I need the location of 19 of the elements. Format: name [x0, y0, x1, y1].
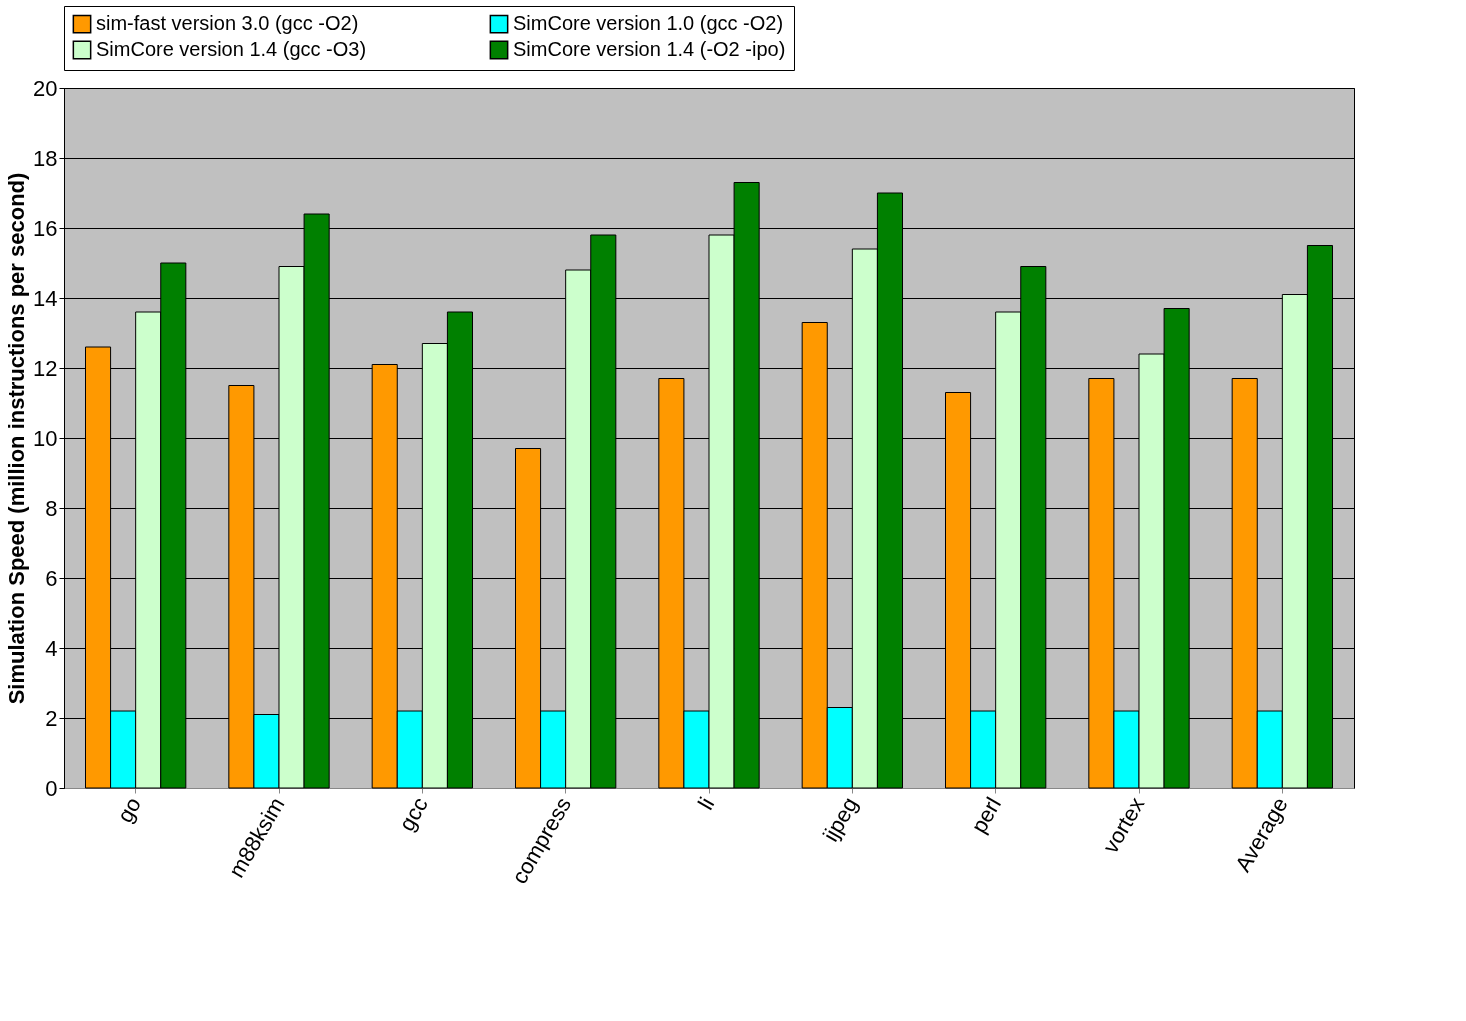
x-tick-label: go	[112, 793, 147, 827]
y-tick-label: 0	[45, 775, 58, 801]
y-tick-label: 6	[45, 565, 58, 591]
y-axis-title: Simulation Speed (million instructions per second)	[4, 172, 30, 705]
legend-label: SimCore version 1.0 (gcc -O2)	[513, 12, 784, 35]
y-tick-label: 12	[33, 355, 58, 381]
y-tick-label: 4	[45, 635, 58, 661]
legend-label: sim-fast version 3.0 (gcc -O2)	[96, 12, 359, 35]
y-tick-label: 10	[33, 425, 58, 451]
y-tick-label: 14	[33, 285, 58, 311]
x-tick-label: gcc	[393, 793, 433, 836]
y-tick-label: 16	[33, 215, 58, 241]
y-tick-label: 20	[33, 75, 58, 101]
legend-label: SimCore version 1.4 (-O2 -ipo)	[513, 38, 786, 60]
y-tick-label: 18	[33, 145, 58, 171]
y-tick-label: 2	[45, 705, 58, 731]
y-tick-label: 8	[45, 495, 58, 521]
x-tick-label: li	[692, 793, 720, 814]
legend-label: SimCore version 1.4 (gcc -O3)	[96, 38, 367, 60]
